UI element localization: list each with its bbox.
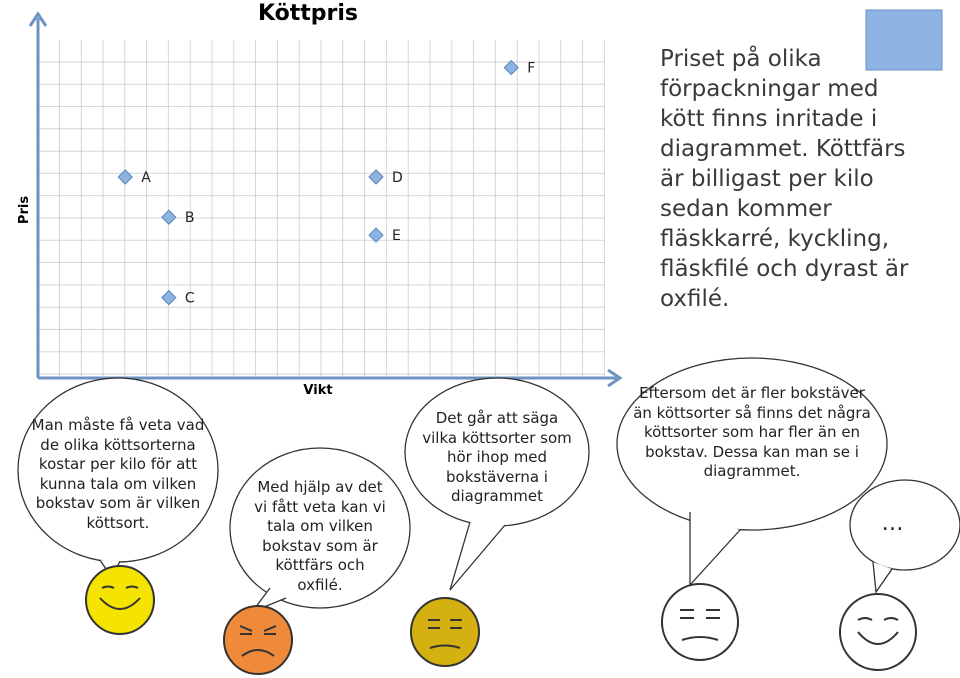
bubble-text: Det går att säga vilka köttsorter som hö… <box>422 409 572 505</box>
bubble <box>616 357 888 531</box>
bubble <box>849 479 960 571</box>
bubble-text: … <box>881 511 904 536</box>
faces <box>85 565 917 675</box>
point <box>161 289 177 306</box>
point <box>161 209 177 225</box>
blue-square <box>865 9 943 71</box>
point-label: C <box>185 291 195 307</box>
point <box>117 169 133 185</box>
y-axis-label: Pris <box>17 196 32 224</box>
point-label: E <box>392 228 401 244</box>
point <box>503 59 519 76</box>
grid <box>38 40 605 376</box>
bubble <box>229 447 411 609</box>
point-label: B <box>185 210 195 226</box>
point-label: F <box>527 61 535 77</box>
x-axis-label: Vikt <box>303 383 332 398</box>
bubble-text: Med hjälp av det vi fått veta kan vi tal… <box>254 478 386 594</box>
description: Priset på olika förpackningar med kött f… <box>660 46 909 312</box>
point-label: D <box>392 170 403 186</box>
point <box>368 169 384 185</box>
chart-title: Köttpris <box>258 1 358 26</box>
bubble-text: Man måste få veta vad de olika köttsorte… <box>31 416 205 532</box>
point-label: A <box>141 170 151 186</box>
point <box>368 227 384 243</box>
bubble-text: Eftersom det är fler bokstäver än köttso… <box>633 384 871 480</box>
